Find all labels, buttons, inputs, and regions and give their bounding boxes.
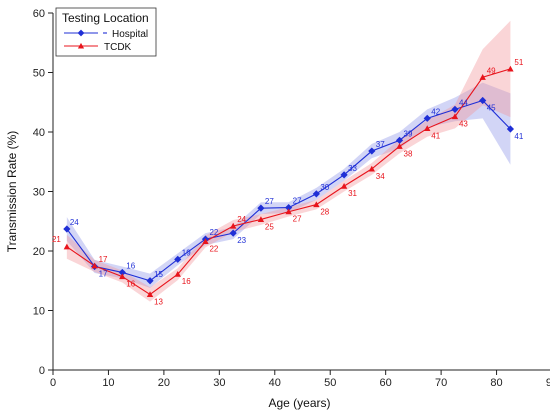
data-label-tcdk: 16: [126, 280, 135, 289]
data-label-tcdk: 38: [404, 149, 413, 158]
x-axis-title: Age (years): [268, 396, 330, 410]
data-label-tcdk: 31: [348, 189, 357, 198]
data-point-tcdk: [451, 113, 459, 120]
data-point-tcdk: [507, 65, 514, 72]
y-tick-label: 50: [33, 68, 45, 80]
data-point-hospital: [63, 225, 71, 233]
x-tick-label: 10: [102, 377, 114, 389]
data-label-hospital: 27: [293, 197, 302, 206]
legend-marker-tcdk: [77, 42, 85, 49]
data-label-hospital: 30: [320, 183, 329, 192]
data-label-hospital: 24: [70, 218, 79, 227]
legend: Testing Location Hospital TCDK: [55, 7, 157, 57]
legend-title: Testing Location: [62, 11, 149, 25]
data-point-hospital: [174, 255, 182, 263]
data-label-tcdk: 41: [431, 131, 440, 140]
data-label-tcdk: 22: [209, 244, 218, 253]
data-labels: 24 17 16 15 19 22 23 27 27 30 33 37 39 42 44 45 41 21 17 16…: [52, 58, 524, 307]
data-point-tcdk: [257, 216, 265, 223]
confidence-band-hospital: [66, 82, 511, 288]
data-label-tcdk: 17: [99, 255, 108, 264]
x-tick-label: 70: [435, 377, 447, 389]
data-point-hospital: [312, 190, 320, 198]
y-tick-label: 0: [39, 365, 45, 377]
data-point-tcdk: [91, 262, 98, 269]
data-point-hospital: [368, 147, 376, 155]
confidence-bands: [66, 20, 511, 302]
x-tick-label: 30: [213, 377, 225, 389]
x-tick-label: 90: [546, 377, 550, 389]
data-label-hospital: 42: [431, 107, 440, 116]
data-point-tcdk: [313, 201, 320, 208]
data-point-hospital: [257, 204, 265, 212]
data-label-hospital: 45: [487, 103, 496, 112]
x-tick-label: 0: [50, 377, 56, 389]
data-label-tcdk: 21: [52, 235, 61, 244]
data-label-hospital: 41: [514, 132, 523, 141]
data-label-hospital: 22: [209, 228, 218, 237]
data-label-hospital: 44: [459, 98, 468, 107]
y-tick-label: 20: [33, 246, 45, 258]
data-point-tcdk: [202, 238, 209, 245]
data-label-hospital: 16: [126, 261, 135, 270]
data-label-hospital: 33: [348, 164, 357, 173]
data-point-hospital: [506, 125, 515, 133]
data-point-tcdk: [174, 271, 181, 277]
data-point-hospital: [395, 136, 404, 144]
data-label-tcdk: 49: [487, 66, 496, 75]
data-label-hospital: 15: [154, 270, 163, 279]
data-point-hospital: [340, 171, 348, 179]
y-tick-label: 30: [33, 187, 45, 199]
axes: 0 10 20 30 40 50 60 70 80 90 0 10 20 30 40 50 60: [33, 8, 550, 389]
series-markers: [63, 65, 515, 297]
legend-box: [55, 7, 157, 57]
data-label-tcdk: 27: [293, 215, 302, 224]
data-label-tcdk: 34: [376, 172, 385, 181]
y-tick-label: 40: [33, 127, 45, 139]
data-point-hospital: [146, 277, 154, 285]
data-point-tcdk: [368, 165, 376, 172]
data-label-tcdk: 51: [514, 58, 523, 67]
data-point-tcdk: [63, 243, 71, 250]
data-label-tcdk: 25: [265, 222, 274, 231]
data-point-tcdk: [479, 74, 486, 80]
data-label-tcdk: 43: [459, 120, 468, 129]
confidence-band-tcdk: [66, 20, 511, 302]
data-label-hospital: 27: [265, 197, 274, 206]
data-point-tcdk: [285, 208, 292, 215]
data-point-tcdk: [396, 143, 403, 149]
legend-label-tcdk: TCDK: [104, 42, 132, 53]
data-label-tcdk: 16: [182, 277, 191, 286]
legend-marker-hospital: [77, 29, 85, 37]
data-point-hospital: [229, 229, 237, 237]
data-point-tcdk: [146, 291, 154, 297]
data-point-hospital: [285, 203, 293, 212]
y-axis-title: Transmission Rate (%): [5, 131, 19, 253]
data-label-tcdk: 24: [237, 215, 246, 224]
x-tick-label: 60: [380, 377, 392, 389]
data-point-hospital: [423, 114, 431, 122]
data-point-hospital: [118, 268, 126, 277]
legend-label-hospital: Hospital: [112, 29, 148, 40]
x-tick-label: 40: [269, 377, 281, 389]
data-point-tcdk: [424, 125, 431, 131]
data-label-hospital: 23: [237, 236, 246, 245]
data-label-tcdk: 28: [320, 208, 329, 217]
y-tick-label: 10: [33, 306, 45, 318]
data-point-hospital: [479, 96, 487, 105]
data-point-tcdk: [119, 273, 126, 280]
x-tick-label: 50: [324, 377, 336, 389]
data-label-hospital: 37: [376, 140, 385, 149]
data-label-hospital: 19: [182, 248, 191, 257]
data-label-tcdk: 13: [154, 297, 163, 306]
y-tick-label: 60: [33, 8, 45, 20]
x-tick-label: 80: [490, 377, 502, 389]
data-point-hospital: [451, 105, 459, 113]
data-point-tcdk: [340, 182, 348, 189]
x-tick-label: 20: [158, 377, 170, 389]
data-point-tcdk: [229, 222, 237, 229]
data-label-hospital: 17: [99, 269, 108, 278]
data-label-hospital: 39: [404, 129, 413, 138]
